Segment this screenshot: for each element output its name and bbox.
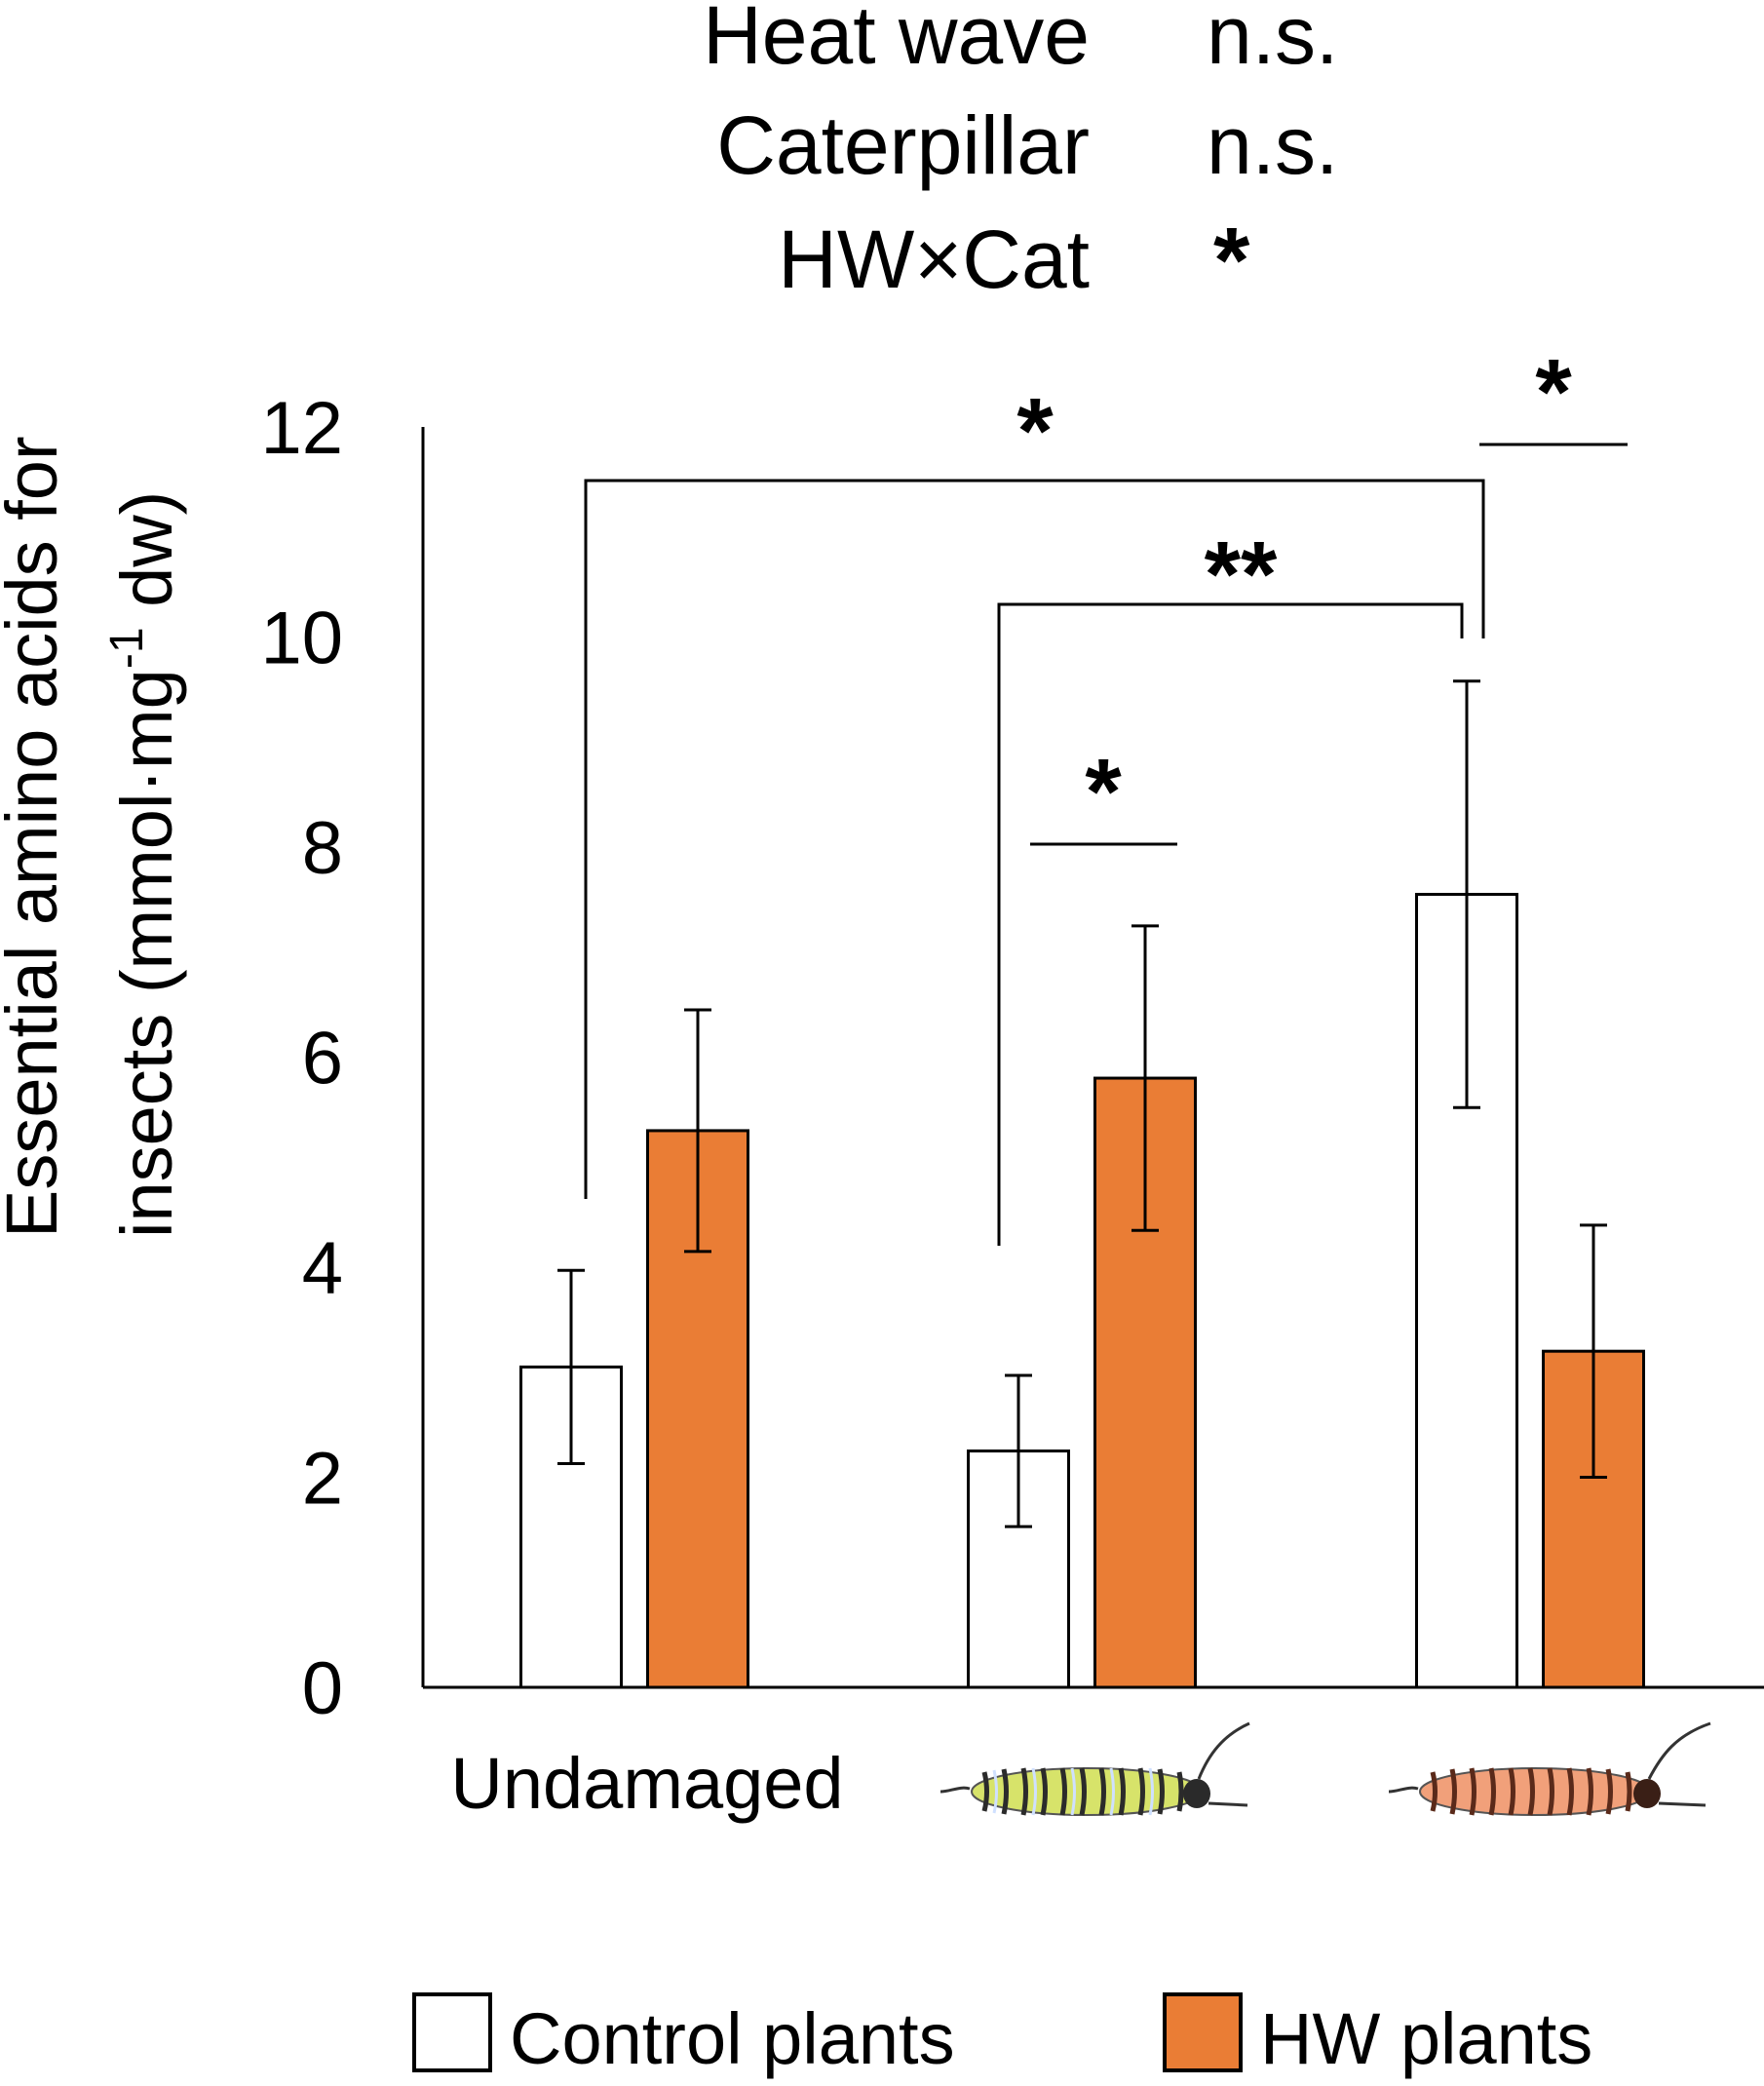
error-bar-control-2	[1453, 679, 1480, 1109]
legend-swatch-control	[412, 1992, 492, 2072]
sig-label-orange-pair: *	[1535, 340, 1572, 444]
stats-factor-interaction: HW×Cat	[778, 213, 1090, 305]
sig-label-green-vs-orange: **	[1205, 522, 1278, 627]
y-tick-label: 8	[302, 807, 343, 890]
caterpillar-green-icon	[940, 1721, 1250, 1816]
y-tick-label: 10	[260, 598, 343, 680]
error-bars	[557, 679, 1607, 1528]
sig-bracket-undamaged-vs-orange	[584, 479, 1485, 1199]
sig-label-undamaged-vs-orange: *	[1016, 379, 1054, 483]
y-tick-label: 4	[302, 1227, 343, 1310]
sig-label-green-pair: *	[1085, 740, 1122, 844]
y-tick-labels: 0 2 4 6 8 10 12	[260, 387, 343, 1730]
legend-label-hw: HW plants	[1260, 1998, 1592, 2079]
y-tick-label: 2	[302, 1438, 343, 1521]
caterpillar-orange-icon	[1388, 1721, 1711, 1816]
error-bar-hw-2	[1580, 1223, 1607, 1479]
stats-result-interaction: *	[1213, 209, 1250, 313]
y-tick-label: 0	[302, 1647, 343, 1730]
stats-result-heat-wave: n.s.	[1207, 0, 1338, 81]
y-tick-label: 6	[302, 1018, 343, 1101]
category-label-undamaged: Undamaged	[450, 1743, 843, 1824]
sig-bracket-green-vs-orange	[997, 602, 1464, 1246]
legend-label-control: Control plants	[510, 1998, 955, 2079]
error-bar-hw-1	[1131, 924, 1159, 1232]
legend: Control plants HW plants	[412, 1992, 1592, 2079]
y-axis-title-line1: Essential amino acids for	[0, 436, 72, 1238]
stats-table: Heat wave n.s. Caterpillar n.s. HW×Cat *	[703, 0, 1338, 313]
stats-result-caterpillar: n.s.	[1207, 99, 1338, 191]
bars	[519, 892, 1645, 1689]
error-bar-control-1	[1005, 1373, 1032, 1528]
significance-annotations	[584, 443, 1628, 1246]
legend-swatch-hw	[1163, 1992, 1243, 2072]
error-bar-hw-0	[684, 1008, 711, 1254]
y-axis-title-line2: insects (mmol·mg-1 dw)	[101, 491, 187, 1238]
stats-factor-caterpillar: Caterpillar	[716, 99, 1090, 191]
y-tick-label: 12	[260, 387, 343, 470]
error-bar-control-0	[557, 1268, 585, 1465]
y-axis-title: Essential amino acids for insects (mmol·…	[0, 436, 187, 1238]
stats-factor-heat-wave: Heat wave	[703, 0, 1090, 81]
